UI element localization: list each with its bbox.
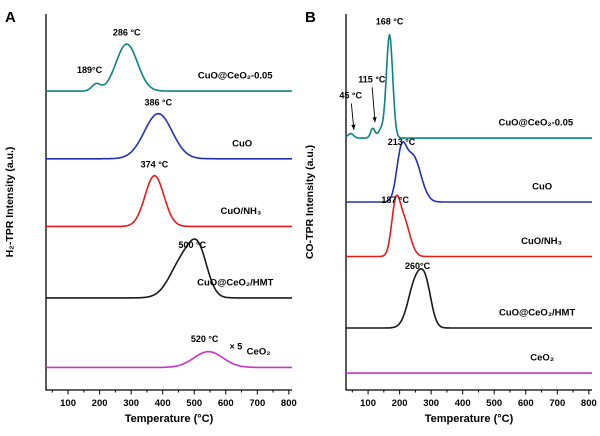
series-label: CuO@CeO₂-0.05	[198, 71, 273, 82]
peak-label: 260°C	[405, 261, 431, 271]
x-axis-label: Temperature (°C)	[125, 413, 214, 425]
x-tick-label: 800	[581, 398, 597, 409]
panel-b-chart: B 100 200 300 400 500 600 700 800 Temperature (°C…	[300, 0, 600, 436]
peak-label: 386 °C	[144, 97, 172, 107]
peak-label: 500 °C	[179, 240, 207, 250]
series-label: CuO/NH₃	[521, 236, 562, 247]
series-label: CuO@CeO₂/HMT	[197, 277, 273, 288]
peak-label: × 5	[229, 341, 242, 351]
peak-label: 286 °C	[113, 27, 141, 37]
y-axis-label: CO-TPR Intensity (a.u.)	[304, 145, 316, 259]
x-tick-label: 200	[92, 398, 108, 409]
x-tick-label: 200	[392, 398, 408, 409]
x-tick-label: 600	[218, 398, 234, 409]
x-tick-label: 100	[360, 398, 376, 409]
panel-b: B 100 200 300 400 500 600 700 800 Temperature (°C…	[300, 0, 600, 436]
curve-CuO	[46, 112, 292, 160]
peak-label: 115 °C	[358, 74, 386, 84]
annotation-arrow	[371, 87, 376, 123]
peak-label: 189°C	[77, 65, 103, 75]
x-tick-label: 300	[423, 398, 439, 409]
series-label: CuO	[232, 138, 252, 149]
x-tick-label: 500	[486, 398, 502, 409]
panel-a: A 100 200 300 400 500 600 700 800 Temperature (°C…	[4, 9, 297, 425]
x-tick-label: 700	[549, 398, 565, 409]
series-label: CuO@CeO₂-0.05	[498, 118, 573, 129]
x-tick-label: 300	[123, 398, 139, 409]
x-axis-label: Temperature (°C)	[425, 413, 514, 425]
peak-label: 187 °C	[381, 195, 409, 205]
x-tick-label: 100	[60, 398, 76, 409]
curve-CuO/NH₃	[346, 194, 592, 258]
curve-CuO/NH₃	[46, 174, 292, 228]
panel-letter: B	[305, 9, 316, 26]
curve-CuO@CeO₂-0.05	[46, 43, 292, 92]
peak-label: 45 °C	[339, 91, 362, 101]
panel-letter: A	[5, 9, 16, 26]
peak-label: 213 °C	[388, 137, 416, 147]
annotation-arrowhead	[351, 124, 356, 130]
series-label: CeO₂	[247, 346, 271, 357]
curve-CeO₂	[46, 350, 292, 369]
curve-CuO@CeO₂/HMT	[346, 267, 592, 329]
peak-label: 374 °C	[141, 159, 169, 169]
x-tick-label: 800	[281, 398, 297, 409]
curve-CuO	[346, 141, 592, 203]
y-axis-label: H₂-TPR Intensity (a.u.)	[4, 147, 16, 258]
peak-label: 520 °C	[191, 334, 219, 344]
series-label: CeO₂	[530, 353, 554, 364]
curve-CuO@CeO₂/HMT	[46, 238, 292, 299]
x-tick-label: 400	[455, 398, 471, 409]
x-tick-label: 700	[249, 398, 265, 409]
x-tick-label: 500	[186, 398, 202, 409]
peak-label: 168 °C	[376, 17, 404, 27]
series-label: CuO	[532, 182, 552, 193]
x-tick-label: 400	[155, 398, 171, 409]
series-label: CuO/NH₃	[221, 206, 262, 217]
panel-a-chart: A 100 200 300 400 500 600 700 800 Temperature (°C…	[4, 9, 297, 425]
series-label: CuO@CeO₂/HMT	[499, 308, 575, 319]
curve-CuO@CeO₂-0.05	[345, 33, 592, 139]
annotation-arrowhead	[372, 117, 377, 123]
x-tick-label: 600	[518, 398, 534, 409]
